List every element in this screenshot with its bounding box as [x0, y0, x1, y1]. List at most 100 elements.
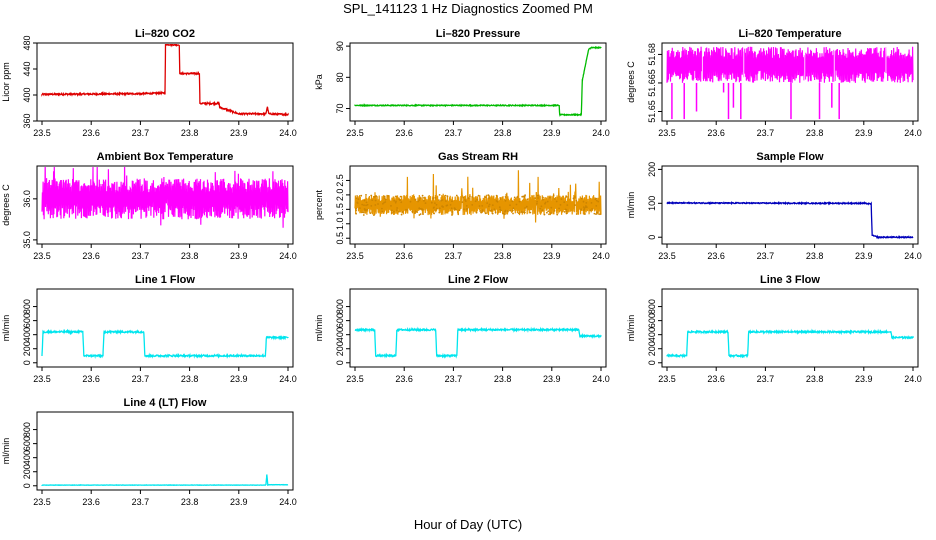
data-point	[489, 209, 492, 212]
y-tick-label: 0	[22, 360, 32, 365]
data-point	[462, 196, 465, 199]
data-point	[465, 208, 468, 211]
data-point	[512, 209, 514, 212]
data-point	[477, 194, 480, 197]
x-tick-label: 23.8	[181, 128, 199, 138]
data-point	[556, 213, 559, 216]
y-tick-label: 800	[335, 299, 345, 314]
chart-panel-5: Gas Stream RH percent 0.51.0 1.52.0 2.5 23.5 2…	[314, 151, 610, 261]
x-tick-label: 23.6	[395, 374, 413, 384]
data-point	[381, 207, 383, 210]
data-point	[457, 213, 460, 215]
x-tick-label: 23.6	[82, 374, 100, 384]
y-tick-label: 400	[647, 327, 657, 342]
x-tick-label: 23.9	[230, 374, 248, 384]
x-tick-label: 23.5	[346, 128, 364, 138]
data-point	[424, 202, 427, 205]
data-point	[547, 210, 550, 213]
x-tick-label: 23.6	[707, 251, 725, 261]
x-tick-label: 23.9	[230, 128, 248, 138]
data-point	[391, 212, 393, 214]
data-point	[467, 197, 470, 200]
data-point	[548, 213, 550, 216]
data-point	[544, 201, 547, 204]
data-point	[552, 194, 555, 197]
plot-frame	[661, 288, 919, 368]
data-point	[393, 199, 396, 202]
data-point	[537, 194, 540, 197]
y-tick-label: 440	[22, 61, 32, 76]
data-point	[585, 202, 588, 204]
data-point	[478, 205, 481, 207]
data-point	[517, 212, 520, 215]
data-point	[471, 204, 474, 206]
chart-panel-6: Sample Flow ml/min 0 100 200 23.5 23.6 23.7 23.8…	[626, 151, 922, 261]
data-point	[400, 201, 403, 204]
data-point	[435, 207, 438, 210]
data-point	[550, 206, 553, 209]
series-line	[41, 474, 289, 487]
data-point	[373, 195, 376, 198]
data-point	[484, 212, 487, 215]
y-axis-label: ml/min	[1, 315, 11, 342]
data-point	[381, 210, 384, 213]
data-point	[421, 208, 423, 211]
chart-panel-4: Ambient Box Temperature degrees C 35.0 36.0…	[1, 151, 297, 261]
data-point	[559, 204, 562, 206]
plot-frame	[349, 42, 607, 122]
data-point	[355, 208, 357, 210]
data-point	[595, 199, 598, 202]
data-point	[382, 202, 384, 205]
data-point	[541, 209, 544, 212]
x-tick-label: 23.5	[346, 374, 364, 384]
data-point	[471, 196, 474, 198]
x-tick-label: 23.6	[395, 128, 413, 138]
data-point	[558, 207, 560, 210]
data-point	[422, 213, 424, 216]
data-point	[549, 196, 551, 199]
data-point	[565, 212, 568, 215]
data-point	[401, 211, 404, 213]
y-tick-label: 400	[335, 327, 345, 342]
x-tick-label: 23.5	[346, 251, 364, 261]
data-layer	[666, 200, 914, 240]
chart-title: Li–820 CO2	[135, 28, 195, 40]
data-point	[583, 209, 585, 212]
x-tick-label: 23.9	[230, 497, 248, 507]
data-point	[536, 194, 539, 197]
x-tick-label: 23.7	[445, 251, 463, 261]
x-tick-label: 23.6	[707, 374, 725, 384]
x-tick-label: 23.7	[757, 374, 775, 384]
x-tick-label: 23.5	[658, 374, 676, 384]
data-point	[546, 211, 548, 214]
data-point	[524, 194, 526, 197]
data-point	[463, 208, 465, 211]
data-point	[423, 199, 425, 202]
x-axis-title: Hour of Day (UTC)	[413, 517, 523, 532]
data-point	[505, 194, 507, 196]
x-tick-label: 23.7	[757, 251, 775, 261]
data-point	[491, 212, 494, 215]
data-point	[487, 205, 490, 208]
data-point	[416, 211, 419, 213]
data-point	[391, 209, 393, 212]
data-point	[516, 196, 519, 199]
data-point	[356, 195, 358, 197]
data-point	[458, 209, 461, 212]
data-point	[553, 198, 556, 200]
plot-frame	[36, 411, 294, 491]
y-axis-label: ml/min	[626, 315, 636, 342]
data-point	[423, 197, 425, 199]
plot-frame	[661, 42, 919, 122]
data-layer	[41, 328, 289, 360]
data-point	[417, 200, 419, 203]
data-point	[390, 205, 392, 207]
y-tick-label: 100	[647, 196, 657, 211]
data-point	[523, 196, 526, 198]
data-point	[451, 211, 453, 213]
x-tick-label: 24.0	[904, 128, 922, 138]
data-point	[503, 213, 506, 216]
data-point	[414, 212, 416, 215]
data-point	[476, 198, 479, 201]
